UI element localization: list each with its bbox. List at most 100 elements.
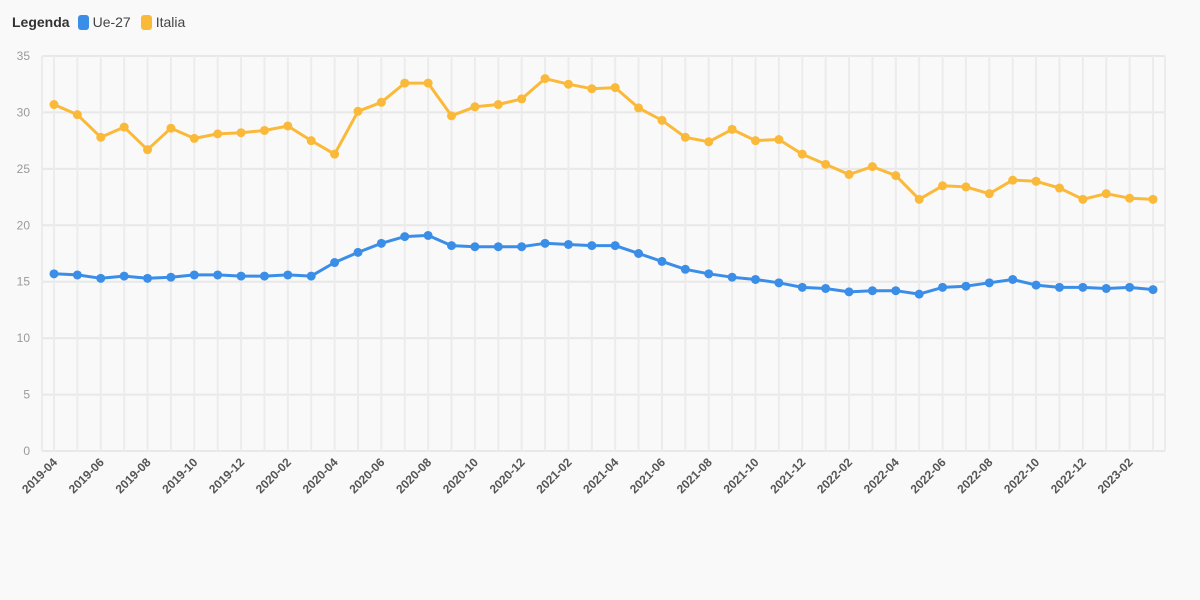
data-point-series-1 (844, 170, 854, 179)
data-point-series-1 (143, 145, 153, 155)
data-point-series-0 (938, 282, 948, 292)
data-point-series-1 (563, 79, 573, 89)
data-point-series-0 (493, 242, 503, 252)
data-point-series-0 (1125, 282, 1135, 292)
x-tick-label: 2021-08 (674, 455, 715, 496)
data-point-series-0 (166, 272, 176, 282)
x-tick-label: 2022-12 (1048, 455, 1089, 496)
data-point-series-1 (330, 149, 340, 159)
data-point-series-1 (610, 83, 620, 93)
legend-label-ue27: Ue-27 (92, 14, 131, 30)
data-point-series-0 (1078, 282, 1088, 292)
data-point-series-0 (891, 286, 901, 296)
data-point-series-0 (306, 271, 316, 281)
data-point-series-1 (914, 194, 924, 204)
x-tick-label: 2019-04 (19, 455, 60, 496)
y-tick-label: 25 (17, 162, 31, 176)
data-point-series-1 (984, 189, 994, 199)
data-point-series-1 (938, 181, 948, 191)
data-point-series-0 (1101, 283, 1111, 293)
data-point-series-0 (1148, 285, 1158, 295)
x-tick-label: 2020-08 (393, 455, 434, 496)
data-point-series-0 (634, 249, 644, 258)
data-point-series-1 (821, 159, 831, 169)
data-point-series-1 (423, 78, 433, 88)
data-point-series-0 (376, 238, 386, 248)
x-tick-label: 2021-02 (534, 455, 575, 496)
x-tick-label: 2019-10 (159, 455, 200, 496)
data-point-series-0 (72, 270, 82, 280)
data-point-series-1 (587, 84, 597, 94)
data-point-series-1 (259, 125, 269, 135)
data-point-series-0 (259, 271, 269, 281)
x-tick-label: 2021-06 (627, 455, 668, 496)
data-point-series-0 (563, 239, 573, 249)
x-tick-label: 2022-06 (908, 455, 949, 496)
data-point-series-1 (1078, 194, 1088, 204)
data-point-series-1 (493, 100, 503, 110)
data-point-series-1 (353, 106, 363, 116)
x-tick-label: 2023-02 (1095, 455, 1136, 496)
x-tick-label: 2022-08 (954, 455, 995, 496)
data-point-series-1 (1125, 193, 1135, 203)
legend-item-ue27[interactable]: Ue-27 (77, 14, 131, 30)
data-point-series-1 (1008, 175, 1018, 185)
data-point-series-1 (1031, 176, 1041, 186)
data-point-series-1 (213, 129, 223, 139)
x-tick-label: 2021-10 (721, 455, 762, 496)
data-point-series-0 (587, 241, 597, 251)
legend: Legenda Ue-27 Italia (12, 12, 195, 32)
data-point-series-1 (867, 162, 877, 172)
data-point-series-0 (657, 256, 667, 266)
data-point-series-0 (213, 270, 223, 280)
data-point-series-1 (634, 103, 644, 113)
data-point-series-0 (470, 242, 480, 252)
data-point-series-1 (774, 135, 784, 145)
x-tick-label: 2022-10 (1001, 455, 1042, 496)
data-point-series-1 (447, 111, 457, 121)
data-point-series-1 (49, 100, 59, 110)
y-tick-label: 15 (17, 275, 31, 289)
data-point-series-0 (844, 287, 854, 297)
data-point-series-0 (680, 264, 690, 274)
legend-swatch-italia (140, 14, 152, 30)
legend-item-italia[interactable]: Italia (140, 14, 186, 30)
x-tick-label: 2019-08 (113, 455, 154, 496)
data-point-series-0 (610, 241, 620, 251)
data-point-series-0 (867, 286, 877, 296)
data-point-series-1 (750, 136, 760, 146)
data-point-series-0 (330, 258, 340, 268)
x-tick-label: 2019-12 (206, 455, 247, 496)
data-point-series-1 (119, 122, 129, 132)
data-point-series-1 (704, 137, 714, 147)
series-line-1 (52, 77, 1155, 201)
x-tick-label: 2022-04 (861, 455, 902, 496)
data-point-series-1 (797, 149, 807, 159)
data-point-series-0 (984, 278, 994, 288)
data-point-series-1 (166, 123, 176, 133)
data-point-series-1 (1054, 183, 1064, 193)
data-point-series-1 (96, 132, 106, 142)
x-tick-label: 2019-06 (66, 455, 107, 496)
data-point-series-0 (143, 273, 153, 283)
x-tick-label: 2020-06 (346, 455, 387, 496)
data-point-series-0 (1031, 280, 1041, 290)
y-tick-label: 20 (17, 218, 31, 232)
data-point-series-0 (797, 282, 807, 292)
data-point-series-1 (517, 94, 527, 104)
x-tick-label: 2020-02 (253, 455, 294, 496)
y-tick-label: 30 (17, 105, 31, 119)
x-tick-label: 2020-12 (487, 455, 528, 496)
data-point-series-0 (774, 278, 784, 288)
data-point-series-0 (540, 238, 550, 248)
data-point-series-0 (727, 272, 737, 282)
data-point-series-1 (891, 171, 901, 181)
legend-label-italia: Italia (155, 14, 186, 30)
x-tick-label: 2020-10 (440, 455, 481, 496)
data-point-series-0 (423, 230, 433, 240)
data-point-series-0 (704, 269, 714, 279)
data-point-series-0 (189, 270, 199, 280)
data-point-series-1 (1148, 194, 1158, 204)
data-point-series-1 (283, 121, 293, 131)
data-point-series-0 (961, 281, 971, 291)
